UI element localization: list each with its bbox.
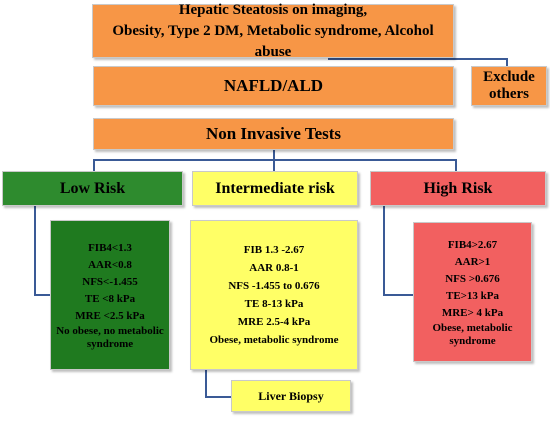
low-risk-label: Low Risk bbox=[59, 179, 126, 197]
low-risk-criteria-box: FIB4<1.3 AAR<0.8 NFS<-1.455 TE <8 kPa MR… bbox=[50, 220, 170, 370]
high-risk-label: High Risk bbox=[423, 179, 493, 197]
connector-biopsy-h bbox=[205, 396, 231, 398]
connector-branch-left-v bbox=[93, 159, 95, 171]
low-risk-item: TE <8 kPa bbox=[84, 292, 136, 305]
criteria-line-1: Hepatic Steatosis on imaging, bbox=[178, 1, 368, 18]
low-risk-item: AAR<0.8 bbox=[88, 258, 132, 271]
low-risk-item: No obese, no metabolic syndrome bbox=[56, 324, 164, 350]
connector-top-to-exclude-h bbox=[328, 58, 508, 60]
connector-high-h bbox=[383, 294, 413, 296]
intermediate-risk-item: AAR 0.8-1 bbox=[249, 262, 299, 274]
connector-low-v bbox=[34, 206, 36, 296]
liver-biopsy-box: Liver Biopsy bbox=[231, 380, 351, 412]
intermediate-risk-label: Intermediate risk bbox=[215, 179, 335, 197]
connector-branch-mid-v bbox=[273, 159, 275, 171]
connector-biopsy-v bbox=[205, 370, 207, 398]
non-invasive-tests-label: Non Invasive Tests bbox=[205, 124, 342, 143]
non-invasive-tests-box: Non Invasive Tests bbox=[93, 118, 454, 150]
high-risk-item: FIB4>2.67 bbox=[447, 238, 498, 251]
connector-branch-right-v bbox=[455, 159, 457, 171]
high-risk-header: High Risk bbox=[370, 171, 546, 206]
high-risk-item: MRE> 4 kPa bbox=[441, 306, 504, 319]
nafld-ald-box: NAFLD/ALD bbox=[93, 66, 454, 106]
liver-biopsy-label: Liver Biopsy bbox=[258, 388, 324, 403]
intermediate-risk-item: NFS -1.455 to 0.676 bbox=[228, 280, 320, 292]
intermediate-risk-criteria-box: FIB 1.3 -2.67 AAR 0.8-1 NFS -1.455 to 0.… bbox=[190, 220, 358, 370]
low-risk-item: FIB4<1.3 bbox=[88, 241, 132, 254]
high-risk-criteria-box: FIB4>2.67 AAR>1 NFS >0.676 TE>13 kPa MRE… bbox=[413, 222, 532, 362]
high-risk-item: TE>13 kPa bbox=[445, 289, 500, 302]
intermediate-risk-header: Intermediate risk bbox=[192, 171, 358, 206]
criteria-box: Hepatic Steatosis on imaging, Obesity, T… bbox=[92, 2, 454, 60]
intermediate-risk-item: TE 8-13 kPa bbox=[244, 298, 304, 310]
connector-high-v bbox=[383, 206, 385, 296]
exclude-line-2: others bbox=[489, 86, 529, 102]
connector-top-to-exclude-v bbox=[506, 58, 508, 68]
high-risk-item: Obese, metabolic syndrome bbox=[432, 321, 513, 347]
low-risk-item: MRE <2.5 kPa bbox=[75, 309, 145, 322]
criteria-line-2: Obesity, Type 2 DM, Metabolic syndrome, … bbox=[112, 22, 434, 60]
intermediate-risk-item: Obese, metabolic syndrome bbox=[209, 334, 339, 346]
connector-branch-h bbox=[93, 159, 457, 161]
connector-nit-down bbox=[273, 150, 275, 160]
connector-low-h bbox=[34, 294, 50, 296]
exclude-line-1: Exclude bbox=[483, 69, 535, 85]
exclude-others-box: Exclude others bbox=[471, 66, 547, 106]
high-risk-item: NFS >0.676 bbox=[445, 272, 500, 285]
intermediate-risk-item: MRE 2.5-4 kPa bbox=[237, 316, 311, 328]
low-risk-item: NFS<-1.455 bbox=[82, 275, 138, 288]
high-risk-item: AAR>1 bbox=[454, 255, 491, 268]
nafld-ald-label: NAFLD/ALD bbox=[223, 76, 324, 95]
low-risk-header: Low Risk bbox=[2, 171, 183, 206]
intermediate-risk-item: FIB 1.3 -2.67 bbox=[243, 244, 305, 256]
